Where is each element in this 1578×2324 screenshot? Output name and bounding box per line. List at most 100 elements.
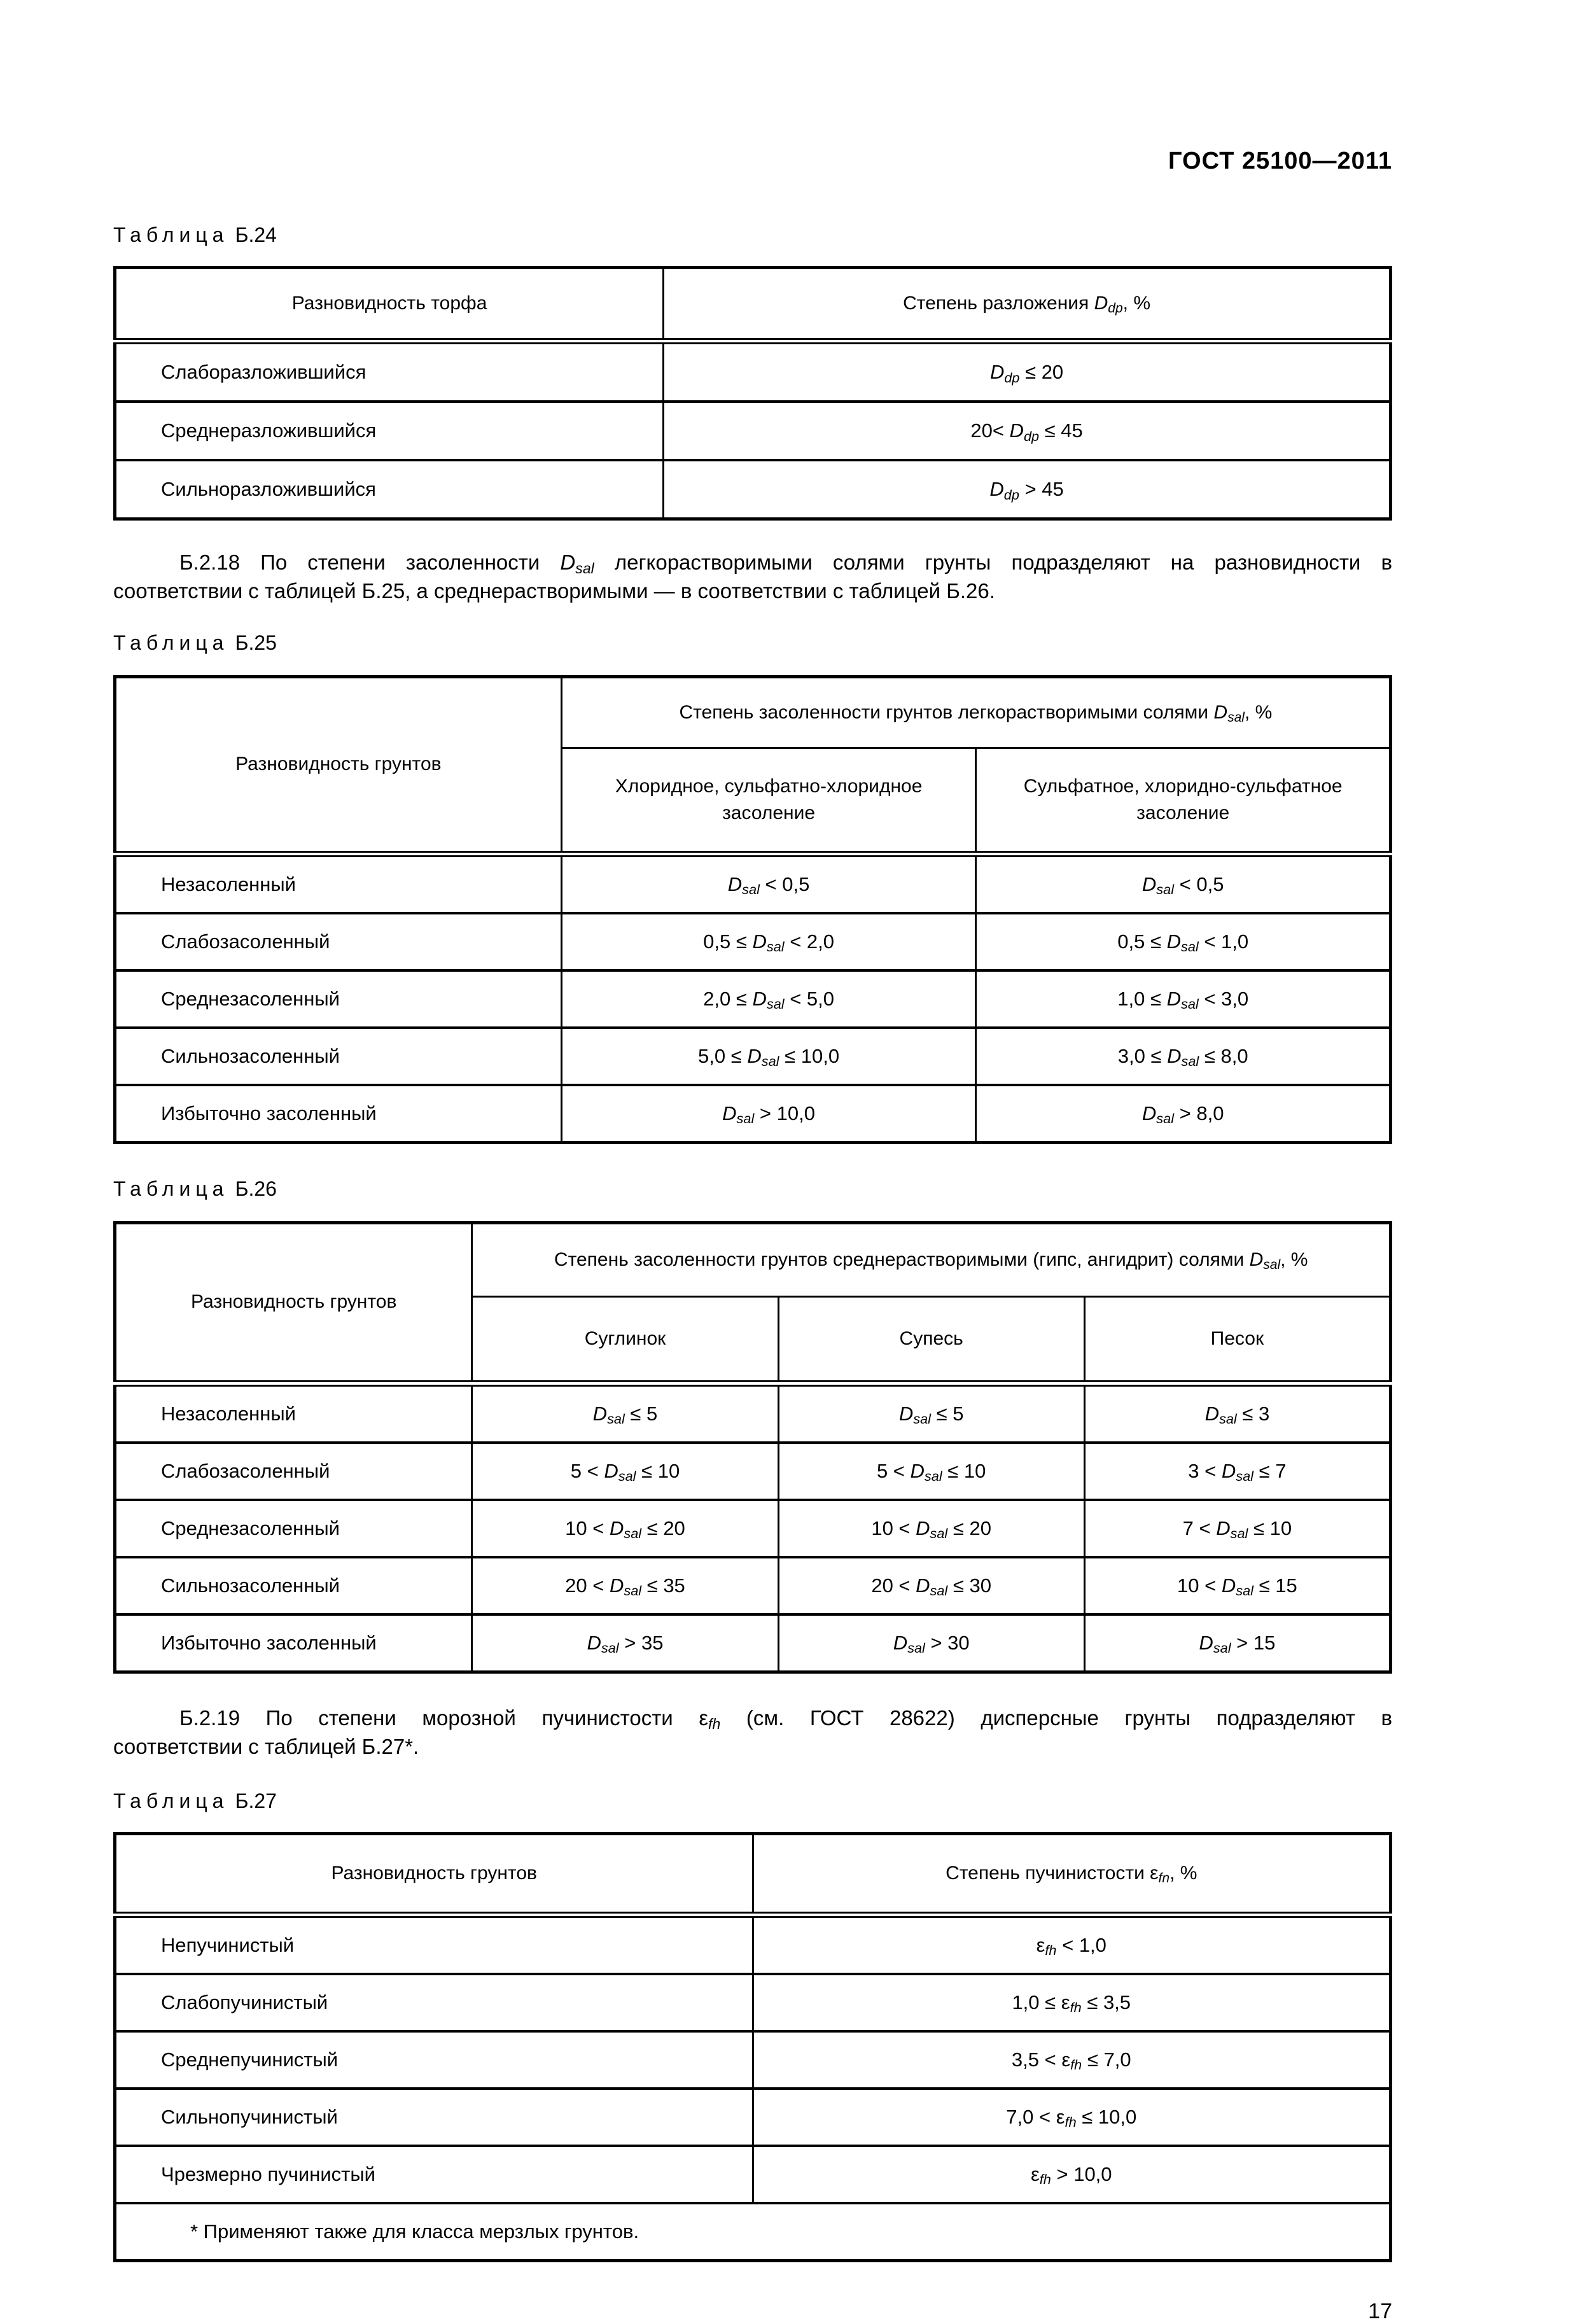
value-cell: εfh < 1,0 (751, 1913, 1392, 1975)
table-b27: Разновидность грунтов Степень пучинистос… (113, 1831, 1392, 2262)
row-label-cell: Сильнозасоленный (114, 1026, 562, 1086)
value-cell: Ddp > 45 (662, 459, 1392, 520)
table-caption-b26: Таблица Б.26 (113, 1177, 1392, 1201)
value-cell: εfh > 10,0 (751, 2144, 1392, 2204)
value-cell: Dsal < 0,5 (560, 852, 977, 914)
header-cell-salinity-span: Степень засоленности грунтов среднераств… (471, 1221, 1392, 1298)
row-label-cell: Слабопучинистый (114, 1972, 754, 2032)
value-cell: Dsal > 10,0 (560, 1083, 977, 1144)
row-label-cell: Сильнозасоленный (113, 1555, 473, 1616)
doc-code: ГОСТ 25100—2011 (1168, 148, 1392, 174)
header-cell-degree: Степень разложения Ddp, % (662, 267, 1392, 344)
row-label-cell: Среднеразложившийся (113, 400, 665, 461)
header-cell-variety: Разновидность торфа (113, 267, 665, 344)
value-cell: 20< Ddp ≤ 45 (662, 400, 1392, 461)
paragraph-line: соответствии с таблицей Б.25, а среднера… (113, 578, 995, 603)
row-label-cell: Сильноразложившийся (113, 459, 665, 520)
table-row: Избыточно засоленный Dsal > 35 Dsal > 30… (113, 1613, 1392, 1673)
value-cell: 7 < Dsal ≤ 10 (1083, 1498, 1392, 1558)
subheader-cell-sulfate: Сульфатное, хлоридно-сульфатное засолени… (975, 746, 1392, 857)
row-label-cell: Незасоленный (114, 852, 562, 914)
value-cell: 5 < Dsal ≤ 10 (777, 1441, 1086, 1501)
header-cell-heave-degree: Степень пучинистости εfn, % (751, 1832, 1392, 1918)
caption-number: Б.26 (235, 1177, 277, 1200)
table-row: Среднезасоленный 10 < Dsal ≤ 20 10 < Dsa… (113, 1498, 1392, 1558)
value-cell: Dsal > 30 (777, 1613, 1086, 1673)
value-cell: Dsal > 35 (471, 1613, 779, 1673)
value-cell: 20 < Dsal ≤ 30 (777, 1555, 1086, 1616)
table-header-row: Разновидность грунтов Степень засоленнос… (114, 675, 1392, 857)
table-caption-b25: Таблица Б.25 (113, 631, 1392, 655)
value-cell: 5,0 ≤ Dsal ≤ 10,0 (560, 1026, 977, 1086)
table-footnote-row: * Применяют также для класса мерзлых гру… (114, 2201, 1392, 2262)
subheader-cell-sandy-loam: Супесь (777, 1295, 1086, 1387)
value-cell: 2,0 ≤ Dsal < 5,0 (560, 969, 977, 1029)
row-label-cell: Чрезмерно пучинистый (114, 2144, 754, 2204)
value-cell: 20 < Dsal ≤ 35 (471, 1555, 779, 1616)
header-cell-salinity-span: Степень засоленности грунтов легкораство… (560, 675, 1392, 749)
table-row: Чрезмерно пучинистый εfh > 10,0 (114, 2144, 1392, 2204)
value-cell: Dsal ≤ 5 (471, 1382, 779, 1444)
value-cell: 5 < Dsal ≤ 10 (471, 1441, 779, 1501)
caption-word: Таблица (113, 223, 229, 246)
table-subheader-row: Суглинок Супесь Песок (115, 1295, 1392, 1387)
row-label-cell: Сильнопучинистый (114, 2087, 754, 2146)
table-row: Слабозасоленный 5 < Dsal ≤ 10 5 < Dsal ≤… (113, 1441, 1392, 1501)
table-row: Незасоленный Dsal < 0,5 Dsal < 0,5 (114, 852, 1392, 914)
table-row: Среднепучинистый 3,5 < εfh ≤ 7,0 (114, 2029, 1392, 2089)
value-cell: Dsal ≤ 5 (777, 1382, 1086, 1444)
table-row: Слабозасоленный 0,5 ≤ Dsal < 2,0 0,5 ≤ D… (114, 911, 1392, 972)
row-label-cell: Среднезасоленный (113, 1498, 473, 1558)
header-cell-variety: Разновидность грунтов (113, 1221, 473, 1387)
subheader-cell-chloride: Хлоридное, сульфатно-хлоридное засоление (560, 746, 977, 857)
paragraph-line: соответствии с таблицей Б.27*. (113, 1734, 419, 1758)
paragraph-line: Б.2.19 По степени морозной пучинистости … (179, 1705, 1392, 1732)
row-label-cell: Среднезасоленный (114, 969, 562, 1029)
row-label-cell: Избыточно засоленный (114, 1083, 562, 1144)
caption-number: Б.24 (235, 223, 277, 246)
row-label-cell: Слаборазложившийся (113, 340, 665, 403)
value-cell: 10 < Dsal ≤ 15 (1083, 1555, 1392, 1616)
value-cell: 10 < Dsal ≤ 20 (777, 1498, 1086, 1558)
header-cell-variety: Разновидность грунтов (114, 1832, 754, 1918)
table-row: Сильнозасоленный 20 < Dsal ≤ 35 20 < Dsa… (113, 1555, 1392, 1616)
table-row: Слаборазложившийся Ddp ≤ 20 (113, 340, 1392, 403)
caption-number: Б.25 (235, 631, 277, 654)
table-b25: Разновидность грунтов Степень засоленнос… (113, 675, 1392, 1144)
value-cell: 3,5 < εfh ≤ 7,0 (751, 2029, 1392, 2089)
value-cell: 0,5 ≤ Dsal < 1,0 (975, 911, 1392, 972)
value-cell: 7,0 < εfh ≤ 10,0 (751, 2087, 1392, 2146)
table-subheader-row: Хлоридное, сульфатно-хлоридное засоление… (115, 746, 1392, 857)
table-row: Среднезасоленный 2,0 ≤ Dsal < 5,0 1,0 ≤ … (114, 969, 1392, 1029)
value-cell: 3,0 ≤ Dsal ≤ 8,0 (975, 1026, 1392, 1086)
table-caption-b27: Таблица Б.27 (113, 1789, 1392, 1813)
table-row: Незасоленный Dsal ≤ 5 Dsal ≤ 5 Dsal ≤ 3 (113, 1382, 1392, 1444)
row-label-cell: Среднепучинистый (114, 2029, 754, 2089)
value-cell: Dsal > 8,0 (975, 1083, 1392, 1144)
row-label-cell: Слабозасоленный (113, 1441, 473, 1501)
footnote-cell: * Применяют также для класса мерзлых гру… (114, 2201, 1392, 2262)
table-row: Непучинистый εfh < 1,0 (114, 1913, 1392, 1975)
value-cell: Dsal > 15 (1083, 1613, 1392, 1673)
caption-word: Таблица (113, 1789, 229, 1812)
paragraph-line: Б.2.18 По степени засоленности Dsal легк… (179, 550, 1392, 577)
value-cell: 1,0 ≤ εfh ≤ 3,5 (751, 1972, 1392, 2032)
subheader-cell-sand: Песок (1083, 1295, 1392, 1387)
table-caption-b24: Таблица Б.24 (113, 223, 1392, 247)
table-row: Сильнозасоленный 5,0 ≤ Dsal ≤ 10,0 3,0 ≤… (114, 1026, 1392, 1086)
value-cell: 3 < Dsal ≤ 7 (1083, 1441, 1392, 1501)
paragraph-b219: Б.2.19 По степени морозной пучинистости … (113, 1704, 1392, 1761)
caption-word: Таблица (113, 631, 229, 654)
table-header-row: Разновидность грунтов Степень пучинистос… (114, 1832, 1392, 1918)
table-row: Слабопучинистый 1,0 ≤ εfh ≤ 3,5 (114, 1972, 1392, 2032)
page-number: 17 (1368, 2299, 1392, 2323)
header-cell-variety: Разновидность грунтов (114, 675, 562, 857)
table-header-row: Разновидность грунтов Степень засоленнос… (113, 1221, 1392, 1387)
table-row: Среднеразложившийся 20< Ddp ≤ 45 (113, 400, 1392, 461)
value-cell: Dsal < 0,5 (975, 852, 1392, 914)
row-label-cell: Непучинистый (114, 1913, 754, 1975)
paragraph-b218: Б.2.18 По степени засоленности Dsal легк… (113, 549, 1392, 606)
table-row: Избыточно засоленный Dsal > 10,0 Dsal > … (114, 1083, 1392, 1144)
caption-number: Б.27 (235, 1789, 277, 1812)
caption-word: Таблица (113, 1177, 229, 1200)
